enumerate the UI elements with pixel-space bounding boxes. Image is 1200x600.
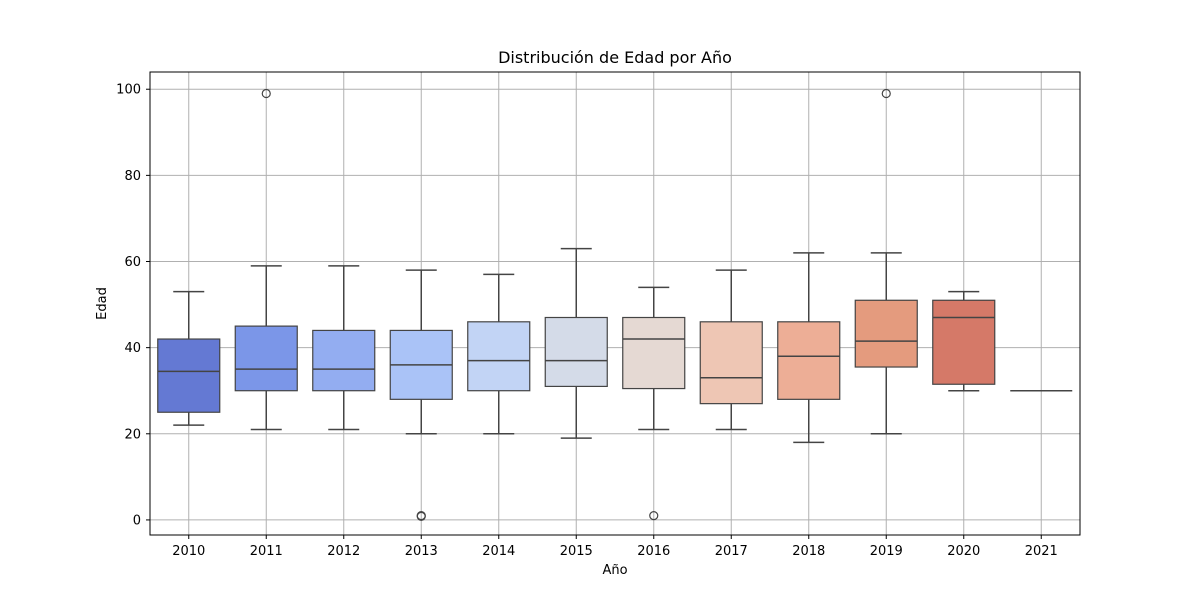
x-tick-label: 2018 [792,544,825,559]
box-2020 [932,290,996,392]
box-2014 [467,273,531,435]
outlier-point [261,88,271,99]
outlier-point [416,511,426,522]
y-tick-label: 40 [124,341,141,356]
box-2018 [777,252,841,444]
y-tick-label: 60 [124,255,141,270]
x-tick-label: 2013 [405,544,438,559]
x-tick-label: 2010 [172,544,205,559]
x-tick-label: 2015 [560,544,593,559]
box-2017 [699,269,763,431]
x-tick-label: 2021 [1025,544,1058,559]
box-body [157,338,221,413]
box-body [777,321,841,400]
y-tick-label: 80 [124,169,141,184]
box-body [544,316,608,388]
x-tick-label: 2012 [327,544,360,559]
box-2010 [157,290,221,426]
box-body [234,325,298,392]
box-2013 [389,269,453,522]
axes: 0 20 40 60 80 100 2010 2011 2012 2013 2014 2015 2016… [116,83,1058,559]
box-body [622,316,686,390]
x-tick-label: 2020 [947,544,980,559]
y-tick-label: 100 [116,83,141,98]
plot-frame [149,71,1081,536]
box-body [467,321,531,392]
boxes [157,88,1073,522]
box-2016 [622,286,686,521]
box-body [932,299,996,385]
box-body [699,321,763,405]
box-body [854,299,918,368]
x-tick-label: 2011 [250,544,283,559]
box-2011 [234,88,298,431]
box-2015 [544,247,608,439]
x-tick-label: 2014 [482,544,515,559]
y-tick-label: 0 [133,513,141,528]
chart-title: Distribución de Edad por Año [498,48,732,67]
x-tick-label: 2017 [715,544,748,559]
x-tick-label: 2019 [870,544,903,559]
box-body [312,329,376,392]
box-2019 [854,88,918,435]
outlier-point [649,511,659,521]
outlier-point [881,88,891,99]
y-axis-title: Edad [95,287,110,320]
y-tick-label: 20 [124,427,141,442]
x-tick-label: 2016 [637,544,670,559]
x-axis-title: Año [602,563,627,578]
box-2012 [312,265,376,431]
